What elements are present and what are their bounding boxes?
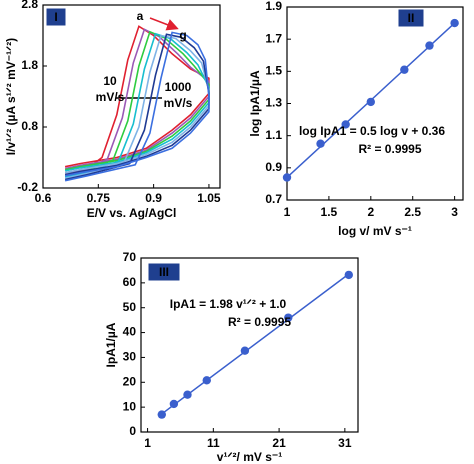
r-squared: R² = 0.9995	[358, 142, 421, 156]
data-point	[157, 410, 166, 419]
panel-badge	[397, 8, 425, 28]
scan-rate-label: mV/s	[164, 96, 193, 110]
data-point	[341, 120, 350, 129]
scan-arrow	[149, 17, 179, 31]
y-tick-label: 2.8	[21, 0, 38, 11]
fit-line	[161, 273, 350, 415]
data-point	[316, 139, 325, 148]
y-tick-label: 0.9	[265, 160, 282, 174]
data-point	[284, 313, 293, 322]
data-point	[344, 270, 353, 280]
x-tick-label: 1	[144, 436, 151, 450]
y-tick-label: -0.2	[17, 180, 38, 194]
x-tick-label: 0.75	[87, 191, 111, 205]
data-point	[240, 346, 250, 355]
x-tick-label: 1	[284, 205, 291, 219]
y-tick-label: 10	[123, 399, 137, 413]
y-tick-label: 20	[123, 374, 137, 388]
data-point	[425, 41, 434, 50]
y-tick-label: 30	[123, 350, 137, 364]
data-point	[366, 97, 376, 107]
panel-label: II	[408, 11, 415, 25]
data-point	[202, 376, 211, 385]
x-axis-label: log v/ mV s⁻¹	[338, 224, 412, 238]
y-tick-label: 60	[123, 275, 137, 289]
y-tick-label: 1.9	[265, 0, 282, 13]
cv-curve	[64, 25, 210, 174]
cv-curve	[64, 30, 210, 177]
x-tick-label: 0.9	[145, 191, 162, 205]
cv-curve	[64, 31, 210, 182]
panel-badge	[45, 7, 67, 27]
x-tick-label: 1.5	[321, 205, 338, 219]
y-axis-label: IpA1/µA	[104, 322, 118, 367]
cv-curve	[64, 28, 210, 176]
panel-label: I	[54, 10, 57, 24]
y-tick-label: 1.1	[265, 128, 282, 142]
scan-rate-label: mV/s	[96, 90, 125, 104]
y-tick-label: 40	[123, 325, 137, 339]
data-point	[169, 399, 179, 409]
y-tick-label: 1.3	[265, 96, 282, 110]
data-point	[183, 390, 192, 399]
y-axis-label: log IpA1/µA	[248, 70, 262, 137]
y-tick-label: 0.8	[21, 119, 38, 133]
x-axis-label: v¹ᐟ²/ mV s⁻¹	[217, 450, 282, 464]
x-tick-label: 0.6	[35, 191, 52, 205]
x-tick-label: 11	[207, 436, 220, 450]
x-tick-label: 31	[338, 436, 352, 450]
data-point	[400, 65, 409, 74]
plot-frame	[140, 257, 359, 433]
scan-rate-label: 1000	[165, 80, 192, 94]
y-tick-label: 50	[123, 300, 137, 314]
y-tick-label: 1.5	[265, 64, 282, 78]
y-tick-label: 1.7	[265, 31, 282, 45]
x-tick-label: 3	[451, 205, 458, 219]
y-tick-label: 0	[129, 424, 136, 438]
y-tick-label: 0.7	[265, 192, 282, 206]
y-tick-label: 70	[123, 250, 137, 264]
panel-label: III	[159, 265, 169, 279]
r-squared: R² = 0.9995	[228, 315, 291, 329]
data-point	[450, 18, 459, 28]
x-axis-label: E/V vs. Ag/AgCl	[87, 206, 177, 220]
plot-frame	[42, 4, 221, 189]
curve-label: a	[137, 9, 144, 23]
equation: log IpA1 = 0.5 log v + 0.36	[299, 124, 445, 138]
scan-rate-label: 10	[103, 74, 117, 88]
plot-frame	[286, 6, 464, 201]
curve-label: g	[179, 28, 186, 42]
y-tick-label: 1.8	[21, 58, 38, 72]
x-tick-label: 1.05	[197, 191, 221, 205]
data-point	[282, 173, 292, 182]
x-tick-label: 2	[367, 205, 374, 219]
equation: IpA1 = 1.98 v¹ᐟ² + 1.0	[170, 297, 287, 311]
cv-curve	[64, 33, 210, 181]
x-tick-label: 21	[272, 436, 286, 450]
cv-curve	[64, 32, 210, 178]
y-axis-label: I/v¹ᐟ² (µA s¹ᐟ² mV⁻¹ᐟ²)	[4, 38, 18, 155]
x-tick-label: 2.5	[404, 205, 421, 219]
panel-badge	[147, 262, 181, 282]
cv-curve	[64, 34, 210, 179]
